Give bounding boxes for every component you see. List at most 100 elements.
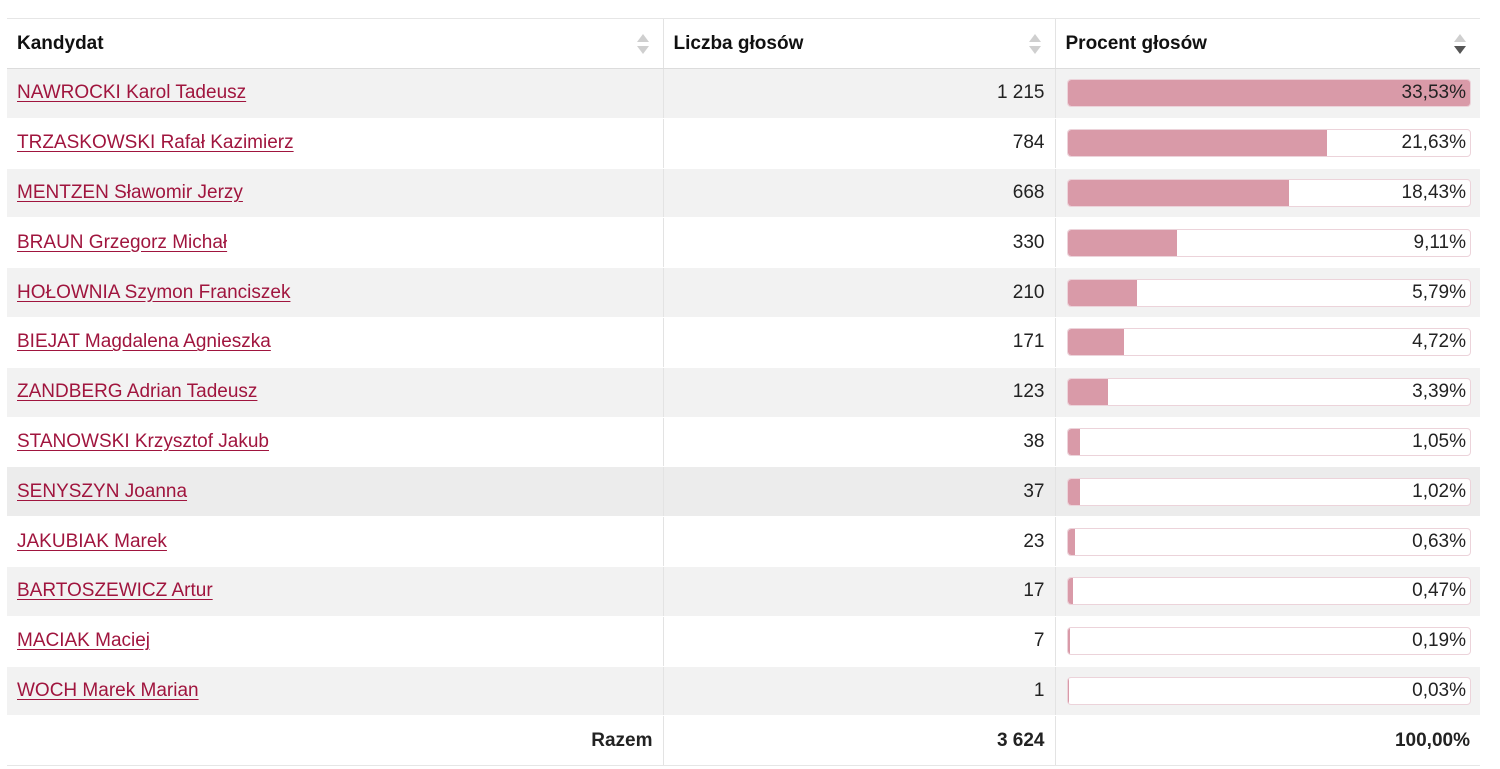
table-row: NAWROCKI Karol Tadeusz 1 215 33,53% (7, 68, 1480, 119)
percent-bar: 4,72% (1066, 328, 1471, 357)
percent-bar: 3,39% (1066, 378, 1471, 407)
table-row: BARTOSZEWICZ Artur 17 0,47% (7, 566, 1480, 617)
votes-cell: 1 (662, 666, 1055, 717)
votes-cell: 123 (662, 367, 1055, 418)
candidate-link[interactable]: NAWROCKI Karol Tadeusz (17, 82, 247, 104)
table-body: NAWROCKI Karol Tadeusz 1 215 33,53% TRZA… (7, 68, 1480, 717)
percent-cell: 1,05% (1054, 417, 1480, 468)
table-header-row: Kandydat Liczba głosów Procent głosów (7, 18, 1480, 69)
candidate-cell: STANOWSKI Krzysztof Jakub (7, 417, 663, 468)
candidate-link[interactable]: WOCH Marek Marian (17, 679, 199, 701)
table-row: MENTZEN Sławomir Jerzy 668 18,43% (7, 168, 1480, 219)
percent-value: 5,79% (1412, 281, 1466, 303)
percent-bar-fill (1067, 379, 1109, 406)
percent-cell: 3,39% (1054, 367, 1480, 418)
results-table: Kandydat Liczba głosów Procent głosów NA… (7, 18, 1480, 767)
percent-value: 0,63% (1412, 530, 1466, 552)
votes-cell: 330 (662, 217, 1055, 269)
percent-cell: 21,63% (1054, 118, 1480, 169)
table-row: ZANDBERG Adrian Tadeusz 123 3,39% (7, 367, 1480, 418)
percent-bar: 1,05% (1066, 427, 1471, 456)
votes-cell: 38 (662, 417, 1055, 468)
percent-cell: 4,72% (1054, 317, 1480, 368)
candidate-cell: SENYSZYN Joanna (7, 466, 663, 518)
percent-bar-fill (1067, 329, 1125, 356)
header-percent-label: Procent głosów (1065, 32, 1207, 54)
candidate-cell: JAKUBIAK Marek (7, 516, 663, 567)
percent-cell: 5,79% (1054, 267, 1480, 318)
candidate-link[interactable]: TRZASKOWSKI Rafał Kazimierz (17, 132, 294, 154)
table-row: BIEJAT Magdalena Agnieszka 171 4,72% (7, 317, 1480, 368)
percent-bar: 1,02% (1066, 477, 1471, 506)
candidate-cell: BARTOSZEWICZ Artur (7, 566, 663, 617)
percent-bar-fill (1067, 628, 1070, 655)
candidate-cell: TRZASKOWSKI Rafał Kazimierz (7, 118, 663, 169)
percent-bar: 18,43% (1066, 178, 1471, 207)
percent-value: 3,39% (1412, 381, 1466, 403)
candidate-cell: WOCH Marek Marian (7, 666, 663, 717)
table-row: HOŁOWNIA Szymon Franciszek 210 5,79% (7, 267, 1480, 318)
candidate-cell: NAWROCKI Karol Tadeusz (7, 68, 663, 119)
candidate-link[interactable]: MACIAK Maciej (17, 630, 151, 652)
total-votes: 3 624 (662, 715, 1055, 767)
table-row: STANOWSKI Krzysztof Jakub 38 1,05% (7, 417, 1480, 468)
votes-cell: 171 (662, 317, 1055, 368)
votes-cell: 17 (662, 566, 1055, 617)
table-row: WOCH Marek Marian 1 0,03% (7, 666, 1480, 717)
percent-bar-fill (1067, 528, 1076, 555)
percent-value: 18,43% (1401, 181, 1466, 203)
candidate-link[interactable]: BRAUN Grzegorz Michał (17, 231, 228, 253)
sort-descending-icon[interactable] (1454, 33, 1466, 55)
header-percent[interactable]: Procent głosów (1054, 18, 1480, 69)
table-row: SENYSZYN Joanna 37 1,02% (7, 466, 1480, 518)
candidate-cell: BIEJAT Magdalena Agnieszka (7, 317, 663, 368)
percent-bar: 9,11% (1066, 228, 1471, 257)
percent-cell: 1,02% (1054, 466, 1480, 518)
candidate-cell: ZANDBERG Adrian Tadeusz (7, 367, 663, 418)
percent-cell: 0,47% (1054, 566, 1480, 617)
header-votes-label: Liczba głosów (673, 32, 804, 54)
percent-bar: 33,53% (1066, 79, 1471, 108)
votes-cell: 37 (662, 466, 1055, 518)
candidate-link[interactable]: BIEJAT Magdalena Agnieszka (17, 331, 271, 353)
sort-icon[interactable] (636, 33, 649, 55)
votes-cell: 23 (662, 516, 1055, 567)
header-candidate[interactable]: Kandydat (7, 18, 663, 69)
votes-cell: 1 215 (662, 68, 1055, 119)
candidate-link[interactable]: SENYSZYN Joanna (17, 480, 188, 502)
candidate-link[interactable]: JAKUBIAK Marek (17, 530, 167, 552)
candidate-cell: HOŁOWNIA Szymon Franciszek (7, 267, 663, 318)
percent-bar-fill (1067, 478, 1080, 505)
percent-cell: 0,19% (1054, 616, 1480, 667)
table-row: JAKUBIAK Marek 23 0,63% (7, 516, 1480, 567)
percent-bar: 0,03% (1066, 676, 1471, 705)
percent-cell: 0,03% (1054, 666, 1480, 717)
sort-icon[interactable] (1028, 33, 1041, 55)
percent-bar: 0,47% (1066, 577, 1471, 606)
percent-bar: 5,79% (1066, 278, 1471, 307)
percent-value: 1,02% (1412, 480, 1466, 502)
candidate-link[interactable]: MENTZEN Sławomir Jerzy (17, 181, 243, 203)
votes-cell: 668 (662, 168, 1055, 219)
percent-cell: 18,43% (1054, 168, 1480, 219)
percent-bar-fill (1067, 578, 1074, 605)
percent-value: 0,03% (1412, 679, 1466, 701)
percent-cell: 0,63% (1054, 516, 1480, 567)
percent-bar-fill (1067, 179, 1289, 206)
percent-bar-fill (1067, 80, 1470, 107)
percent-bar-fill (1067, 130, 1328, 157)
votes-cell: 210 (662, 267, 1055, 318)
percent-bar: 0,19% (1066, 627, 1471, 656)
candidate-cell: BRAUN Grzegorz Michał (7, 217, 663, 269)
candidate-link[interactable]: STANOWSKI Krzysztof Jakub (17, 430, 269, 452)
header-votes[interactable]: Liczba głosów (662, 18, 1055, 69)
candidate-link[interactable]: ZANDBERG Adrian Tadeusz (17, 381, 258, 403)
percent-bar: 21,63% (1066, 129, 1471, 158)
candidate-link[interactable]: HOŁOWNIA Szymon Franciszek (17, 281, 291, 303)
percent-value: 0,19% (1412, 630, 1466, 652)
results-table-container: Kandydat Liczba głosów Procent głosów NA… (7, 18, 1480, 767)
percent-value: 4,72% (1412, 331, 1466, 353)
votes-cell: 784 (662, 118, 1055, 169)
percent-value: 21,63% (1401, 132, 1466, 154)
candidate-link[interactable]: BARTOSZEWICZ Artur (17, 580, 213, 602)
